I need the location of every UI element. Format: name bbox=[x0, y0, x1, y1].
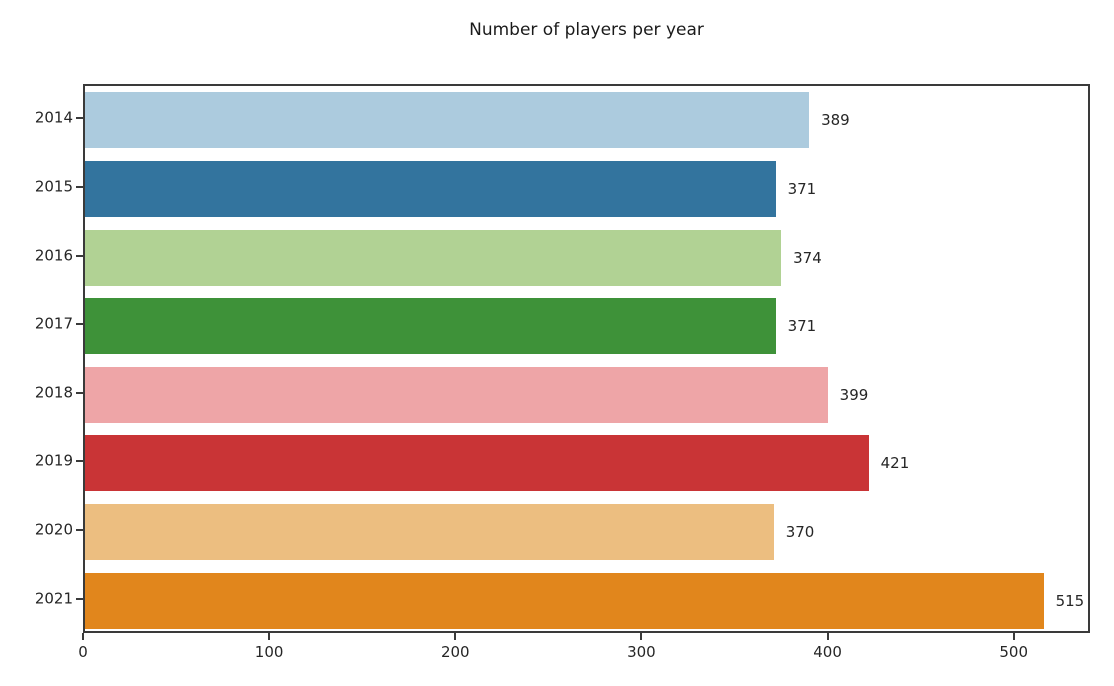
bar-value-label: 399 bbox=[839, 385, 869, 404]
bar-2014 bbox=[85, 92, 810, 149]
x-tick-mark bbox=[640, 633, 643, 640]
x-tick-label: 500 bbox=[999, 643, 1028, 661]
x-tick-label: 0 bbox=[78, 643, 88, 661]
y-tick-mark bbox=[76, 117, 83, 120]
bar-value-label: 371 bbox=[787, 179, 817, 198]
y-tick-label: 2014 bbox=[34, 108, 73, 127]
x-tick-mark bbox=[1012, 633, 1015, 640]
y-tick-mark bbox=[76, 460, 83, 463]
bar-2017 bbox=[85, 298, 776, 355]
x-tick-label: 100 bbox=[254, 643, 284, 661]
x-tick-label: 300 bbox=[627, 643, 656, 661]
bar-value-label: 371 bbox=[787, 317, 817, 336]
x-tick-mark bbox=[82, 633, 84, 640]
bar-2016 bbox=[85, 229, 782, 286]
bar-2018 bbox=[85, 366, 828, 423]
bar-2019 bbox=[85, 435, 869, 492]
x-tick-label: 400 bbox=[813, 643, 842, 661]
x-tick-label: 200 bbox=[440, 643, 470, 661]
bar-value-label: 421 bbox=[880, 454, 910, 473]
bar-2021 bbox=[85, 572, 1044, 629]
y-tick-label: 2017 bbox=[34, 314, 73, 333]
y-tick-mark bbox=[76, 597, 83, 600]
bar-2020 bbox=[85, 504, 774, 561]
bar-value-label: 389 bbox=[821, 111, 850, 130]
y-tick-label: 2015 bbox=[34, 177, 73, 196]
y-tick-label: 2021 bbox=[34, 589, 73, 608]
plot-area: 389 371 374 371 399 421 370 515 bbox=[83, 84, 1090, 633]
bar-value-label: 370 bbox=[785, 523, 815, 542]
bar-value-label: 515 bbox=[1055, 591, 1085, 610]
y-tick-mark bbox=[76, 323, 83, 326]
x-tick-mark bbox=[826, 633, 829, 640]
y-tick-label: 2018 bbox=[34, 383, 73, 402]
chart-title: Number of players per year bbox=[469, 20, 704, 40]
y-tick-mark bbox=[76, 185, 83, 188]
y-tick-mark bbox=[76, 391, 83, 394]
x-tick-mark bbox=[454, 633, 457, 640]
y-tick-label: 2019 bbox=[34, 451, 73, 470]
y-tick-label: 2020 bbox=[34, 520, 73, 539]
x-tick-mark bbox=[268, 633, 271, 640]
bar-value-label: 374 bbox=[793, 248, 822, 267]
y-tick-mark bbox=[76, 529, 83, 532]
bar-2015 bbox=[85, 160, 776, 217]
y-tick-mark bbox=[76, 254, 83, 257]
y-tick-label: 2016 bbox=[34, 246, 73, 265]
